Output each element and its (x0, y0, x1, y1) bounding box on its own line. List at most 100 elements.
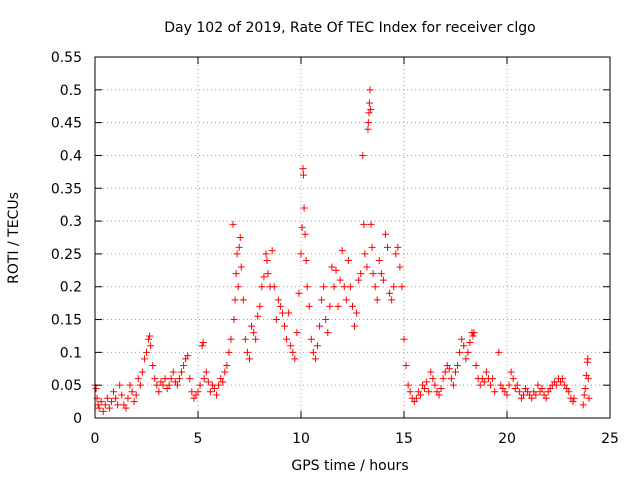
data-point (178, 368, 186, 376)
plot-frame (94, 56, 611, 419)
data-point (349, 302, 356, 310)
data-point (262, 250, 270, 258)
data-point (107, 398, 115, 406)
data-point (227, 335, 235, 343)
data-point (336, 276, 344, 284)
y-tick-label: 0.4 (60, 148, 82, 164)
x-tick-label: 20 (498, 431, 516, 447)
data-point (360, 220, 368, 228)
data-point (460, 342, 468, 350)
data-point (281, 322, 289, 330)
data-point (585, 394, 593, 402)
data-point (569, 398, 577, 406)
data-point (194, 388, 202, 396)
data-point (147, 342, 155, 350)
data-point (581, 384, 589, 392)
data-point (105, 404, 113, 412)
data-point (232, 270, 240, 278)
data-point (246, 355, 253, 363)
data-point (398, 283, 406, 291)
data-point (221, 368, 229, 376)
data-point (167, 375, 175, 383)
x-axis-label: GPS time / hours (291, 458, 408, 474)
data-point (264, 270, 272, 278)
data-point (103, 394, 111, 402)
data-point (97, 398, 105, 406)
data-point (559, 375, 567, 383)
data-point (309, 348, 317, 356)
data-point (235, 243, 243, 251)
data-point (346, 283, 354, 291)
data-point (99, 407, 107, 415)
data-point (565, 388, 573, 396)
data-point (165, 381, 173, 389)
data-point (449, 381, 457, 389)
data-point (230, 316, 238, 324)
data-point (470, 329, 478, 337)
data-point (381, 230, 389, 238)
data-point (425, 388, 433, 396)
data-point (132, 391, 140, 399)
data-point (300, 204, 308, 212)
data-point (454, 361, 462, 369)
data-point (101, 401, 109, 409)
data-point (351, 322, 359, 330)
data-point (114, 401, 122, 409)
data-point (396, 263, 404, 271)
data-point (130, 398, 138, 406)
data-point (584, 375, 592, 383)
data-point (402, 361, 410, 369)
data-point (423, 378, 431, 386)
data-point (138, 368, 146, 376)
data-point (239, 296, 247, 304)
data-point (118, 391, 126, 399)
data-point (231, 296, 239, 304)
data-point (234, 283, 242, 291)
data-point (406, 388, 414, 396)
data-point (92, 384, 100, 392)
data-point (388, 296, 396, 304)
data-point (155, 388, 163, 396)
data-point (367, 220, 375, 228)
grid (95, 57, 610, 418)
data-point (439, 375, 447, 383)
data-point (202, 368, 210, 376)
data-point (509, 375, 517, 383)
data-point (515, 388, 523, 396)
data-point (204, 378, 212, 386)
x-tick-label: 0 (91, 431, 100, 447)
data-point (456, 348, 464, 356)
x-tick-label: 5 (194, 431, 203, 447)
data-point (236, 234, 244, 241)
data-point (159, 381, 167, 389)
data-point (184, 352, 192, 360)
data-point (437, 384, 445, 392)
data-point (503, 391, 511, 399)
data-point (307, 335, 315, 343)
data-point (435, 391, 443, 399)
data-point (472, 361, 480, 369)
data-point (180, 361, 188, 369)
data-point (126, 381, 134, 389)
data-point (175, 375, 183, 383)
data-point (206, 388, 214, 396)
data-point (441, 368, 449, 376)
data-point (248, 322, 256, 330)
x-tick-label: 25 (601, 431, 619, 447)
data-point (173, 381, 181, 389)
data-point (538, 384, 546, 392)
data-point (429, 375, 437, 383)
data-point (270, 283, 278, 291)
data-point (507, 368, 515, 376)
data-point (447, 375, 455, 383)
data-point (233, 250, 241, 258)
data-point (243, 348, 251, 356)
data-point (285, 309, 293, 317)
data-point (124, 394, 132, 402)
y-tick-label: 0.1 (60, 345, 82, 361)
data-point (580, 391, 588, 399)
data-point (365, 109, 373, 117)
axis-ticks: 0 0.05 0.1 0.15 0.2 0.25 0.3 0.35 0.4 0.45 0.5 0.55… (51, 50, 619, 447)
data-point (404, 381, 412, 389)
